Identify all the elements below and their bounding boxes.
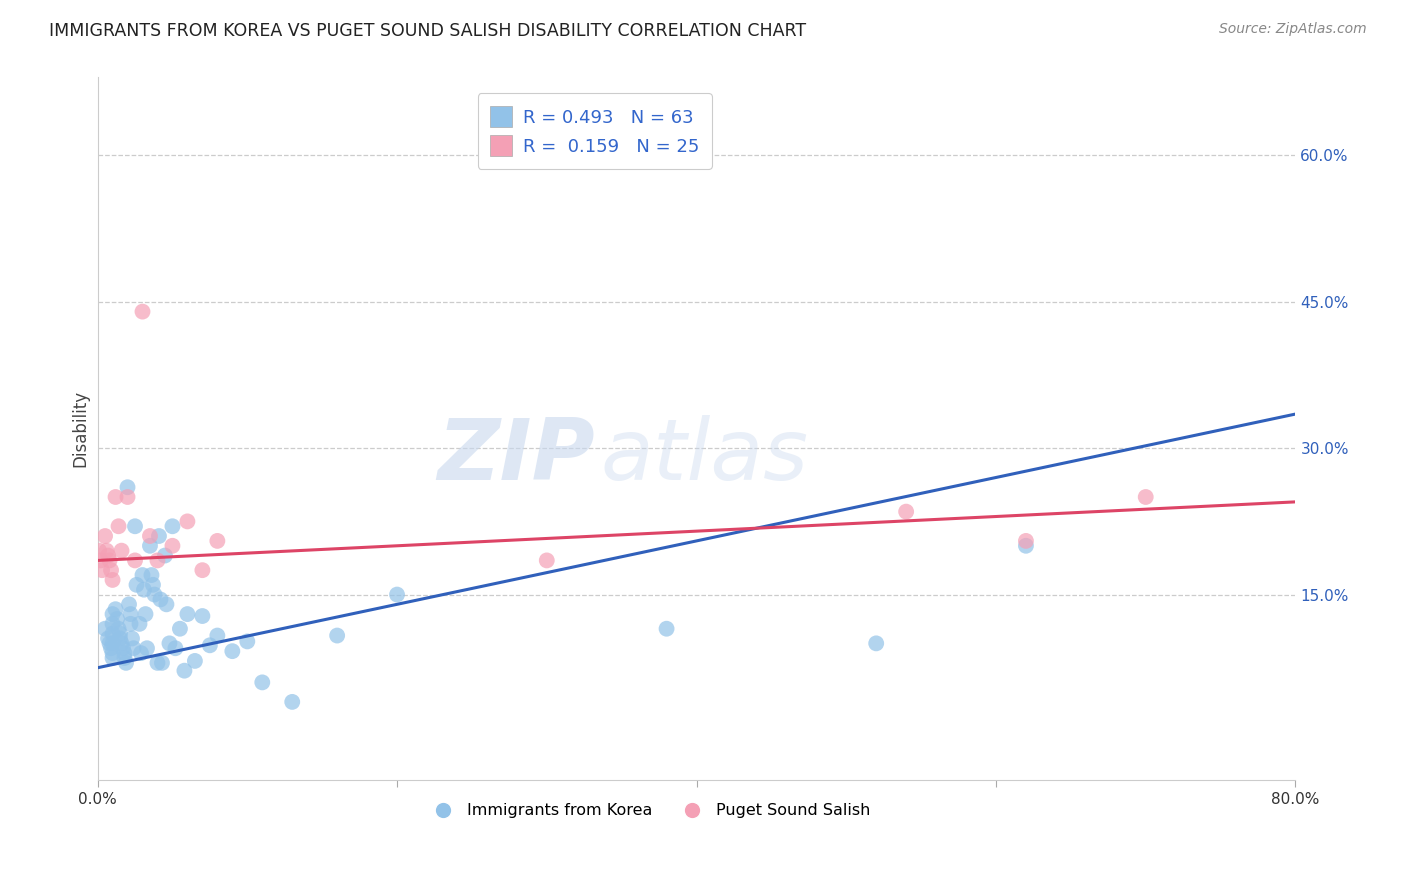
Point: [122, 641, 145, 656]
Point: [142, 578, 165, 592]
Point: [655, 622, 678, 636]
Point: [326, 628, 349, 642]
Point: [159, 636, 181, 650]
Point: [149, 592, 172, 607]
Point: [125, 578, 148, 592]
Point: [281, 695, 304, 709]
Point: [894, 505, 917, 519]
Point: [124, 553, 146, 567]
Point: [165, 641, 187, 656]
Point: [385, 588, 408, 602]
Point: [150, 656, 173, 670]
Point: [101, 616, 124, 631]
Point: [120, 607, 142, 621]
Point: [131, 304, 153, 318]
Point: [173, 664, 195, 678]
Point: [91, 563, 114, 577]
Point: [134, 607, 156, 621]
Point: [110, 636, 132, 650]
Point: [96, 543, 118, 558]
Point: [90, 553, 112, 567]
Point: [94, 529, 117, 543]
Point: [207, 533, 229, 548]
Point: [87, 543, 110, 558]
Point: [129, 646, 152, 660]
Point: [139, 529, 162, 543]
Point: [252, 675, 274, 690]
Point: [176, 515, 198, 529]
Point: [98, 553, 121, 567]
Point: [169, 622, 191, 636]
Point: [108, 626, 131, 640]
Point: [94, 622, 117, 636]
Point: [132, 582, 155, 597]
Point: [118, 597, 141, 611]
Point: [146, 553, 169, 567]
Y-axis label: Disability: Disability: [72, 390, 89, 467]
Point: [107, 519, 129, 533]
Point: [162, 539, 184, 553]
Point: [865, 636, 887, 650]
Point: [101, 646, 124, 660]
Point: [207, 628, 229, 642]
Point: [117, 490, 139, 504]
Point: [121, 632, 143, 646]
Point: [139, 539, 162, 553]
Point: [191, 609, 214, 624]
Point: [184, 654, 207, 668]
Point: [101, 636, 124, 650]
Point: [97, 549, 120, 563]
Text: ZIP: ZIP: [437, 416, 595, 499]
Point: [101, 626, 124, 640]
Text: atlas: atlas: [600, 416, 808, 499]
Point: [148, 529, 170, 543]
Point: [98, 636, 121, 650]
Legend: Immigrants from Korea, Puget Sound Salish: Immigrants from Korea, Puget Sound Salis…: [420, 797, 877, 825]
Text: IMMIGRANTS FROM KOREA VS PUGET SOUND SALISH DISABILITY CORRELATION CHART: IMMIGRANTS FROM KOREA VS PUGET SOUND SAL…: [49, 22, 806, 40]
Point: [107, 622, 129, 636]
Point: [136, 641, 159, 656]
Point: [104, 490, 127, 504]
Point: [124, 519, 146, 533]
Point: [110, 543, 132, 558]
Point: [100, 563, 122, 577]
Point: [105, 612, 128, 626]
Point: [120, 616, 142, 631]
Point: [143, 588, 166, 602]
Point: [1135, 490, 1157, 504]
Point: [1015, 533, 1038, 548]
Point: [155, 597, 177, 611]
Point: [191, 563, 214, 577]
Point: [101, 573, 124, 587]
Point: [236, 634, 259, 648]
Point: [146, 656, 169, 670]
Point: [101, 651, 124, 665]
Point: [117, 480, 139, 494]
Point: [536, 553, 558, 567]
Point: [97, 632, 120, 646]
Point: [104, 602, 127, 616]
Point: [115, 656, 138, 670]
Point: [101, 607, 124, 621]
Point: [114, 651, 136, 665]
Point: [141, 568, 163, 582]
Point: [1015, 539, 1038, 553]
Point: [198, 638, 221, 652]
Point: [131, 568, 153, 582]
Point: [153, 549, 176, 563]
Text: Source: ZipAtlas.com: Source: ZipAtlas.com: [1219, 22, 1367, 37]
Point: [100, 641, 122, 656]
Point: [162, 519, 184, 533]
Point: [114, 646, 136, 660]
Point: [221, 644, 243, 658]
Point: [112, 641, 135, 656]
Point: [176, 607, 198, 621]
Point: [108, 632, 131, 646]
Point: [128, 616, 150, 631]
